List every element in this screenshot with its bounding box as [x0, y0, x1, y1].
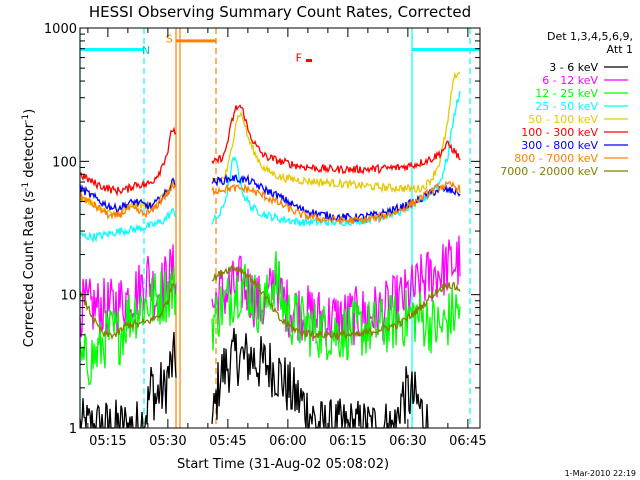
x-tick-label: 05:45	[209, 434, 246, 449]
timestamp-footer: 1-Mar-2010 22:19	[565, 469, 636, 478]
series-line-3-seg-1	[211, 90, 461, 227]
legend-entry-0: 3 - 6 keV	[549, 61, 598, 74]
series-line-1-seg-1	[211, 235, 461, 347]
y-axis-label-sup2: -1	[21, 114, 31, 123]
series-line-7-seg-1	[211, 180, 461, 225]
y-tick-label: 100	[52, 155, 77, 170]
state-marker-N: N	[142, 44, 150, 57]
series-line-3-seg-0	[79, 208, 177, 243]
series-line-7-seg-0	[79, 183, 176, 220]
state-marker-F: F	[296, 52, 302, 65]
x-tick-label: 06:30	[389, 434, 426, 449]
instrument-state-overlays: N S F	[79, 28, 480, 428]
series-layer	[79, 71, 461, 429]
legend-entry-4: 50 - 100 keV	[528, 113, 598, 126]
x-tick-label: 06:45	[449, 434, 486, 449]
legend-entry-8: 7000 - 20000 keV	[500, 165, 598, 178]
series-line-8-seg-0	[79, 283, 177, 341]
plot-frame	[79, 27, 481, 429]
y-tick-label: 1	[69, 422, 77, 437]
legend-entry-3: 25 - 50 keV	[535, 100, 598, 113]
x-tick-label: 05:15	[89, 434, 126, 449]
y-tick-label: 10	[60, 289, 77, 304]
legend-entry-1: 6 - 12 keV	[542, 74, 598, 87]
x-tick-label: 06:15	[329, 434, 366, 449]
axes: 1 10 100 1000 05:15 05:30 05:45 06:00 06:15 06:30…	[44, 22, 487, 449]
series-line-6-seg-0	[79, 177, 177, 214]
series-line-2-seg-0	[79, 267, 177, 386]
y-axis-label-sup1: -1	[21, 182, 31, 191]
x-tick-label: 06:00	[269, 434, 306, 449]
x-tick-label: 05:30	[149, 434, 186, 449]
chart-title: HESSI Observing Summary Count Rates, Cor…	[89, 3, 471, 21]
y-axis-label: Corrected Count Rate (s-1 detector-1)	[21, 109, 37, 347]
legend-header-2: Att 1	[607, 43, 633, 56]
y-tick-label: 1000	[44, 22, 77, 37]
series-line-4-seg-1	[211, 71, 461, 194]
series-line-8-seg-1	[211, 264, 461, 340]
legend-entry-7: 800 - 7000 keV	[514, 152, 598, 165]
series-line-5-seg-1	[211, 104, 461, 176]
legend-header-1: Det 1,3,4,5,6,9,	[547, 30, 633, 43]
series-line-2-seg-1	[211, 251, 461, 361]
series-line-5-seg-0	[79, 126, 177, 197]
y-axis-label-mid: detector	[22, 122, 37, 182]
x-axis-label: Start Time (31-Aug-02 05:08:02)	[177, 457, 389, 472]
legend-entry-6: 300 - 800 keV	[521, 139, 598, 152]
y-axis-label-end: )	[22, 109, 37, 114]
y-axis-label-main: Corrected Count Rate (s	[22, 191, 37, 348]
state-marker-S: S	[166, 32, 173, 45]
legend-entry-5: 100 - 300 keV	[521, 126, 598, 139]
legend-entry-2: 12 - 25 keV	[535, 87, 598, 100]
